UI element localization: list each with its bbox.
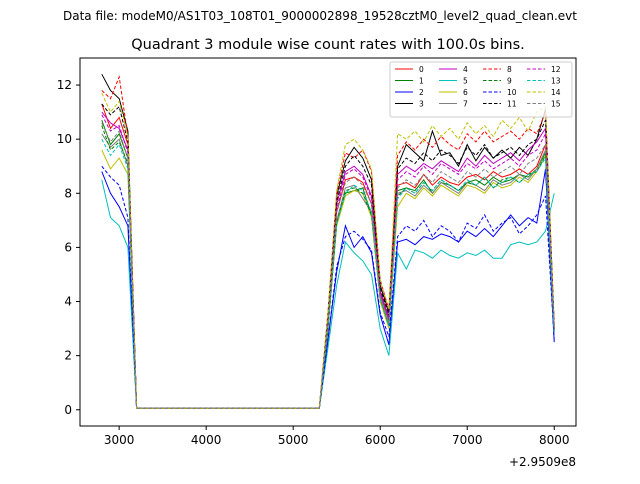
chart-title: Quadrant 3 module wise count rates with … xyxy=(131,37,525,53)
legend-label-11: 11 xyxy=(507,100,517,109)
y-tick-label: 0 xyxy=(64,403,72,417)
legend-label-12: 12 xyxy=(551,65,561,74)
legend-label-15: 15 xyxy=(551,100,561,109)
figure-suptitle: Data file: modeM0/AS1T03_108T01_90000028… xyxy=(63,9,577,23)
legend-label-4: 4 xyxy=(463,65,468,74)
plot-area xyxy=(79,57,577,427)
x-tick-label: 4000 xyxy=(191,433,222,447)
x-axis-offset-label: +2.9509e8 xyxy=(509,455,576,469)
axes-frame xyxy=(79,57,577,427)
series-layer xyxy=(101,73,555,409)
legend-label-13: 13 xyxy=(551,77,561,86)
legend-label-5: 5 xyxy=(463,77,468,86)
x-tick-label: 3000 xyxy=(104,433,135,447)
x-tick-label: 8000 xyxy=(539,433,570,447)
legend-label-3: 3 xyxy=(419,100,424,109)
series-line-15 xyxy=(101,122,555,409)
legend-label-10: 10 xyxy=(507,88,517,97)
y-tick-label: 12 xyxy=(57,78,72,92)
series-line-10 xyxy=(101,165,555,409)
legend-label-9: 9 xyxy=(507,77,512,86)
y-tick-label: 10 xyxy=(57,132,72,146)
legend-label-8: 8 xyxy=(507,65,512,74)
series-line-14 xyxy=(101,92,555,409)
y-axis: 0 2 4 6 8 10 12 xyxy=(57,78,80,417)
y-tick-label: 6 xyxy=(64,240,72,254)
legend-label-0: 0 xyxy=(419,65,424,74)
legend-label-6: 6 xyxy=(463,88,468,97)
x-tick-label: 6000 xyxy=(365,433,396,447)
x-tick-label: 5000 xyxy=(278,433,309,447)
x-axis: 3000 4000 5000 6000 7000 8000 xyxy=(104,426,570,447)
legend-frame xyxy=(389,61,573,118)
legend-label-14: 14 xyxy=(551,88,561,97)
legend-label-1: 1 xyxy=(419,77,424,86)
y-tick-label: 8 xyxy=(64,186,72,200)
legend-label-7: 7 xyxy=(463,100,468,109)
x-tick-label: 7000 xyxy=(452,433,483,447)
y-tick-label: 4 xyxy=(64,295,72,309)
y-tick-label: 2 xyxy=(64,349,72,363)
legend-label-2: 2 xyxy=(419,88,424,97)
